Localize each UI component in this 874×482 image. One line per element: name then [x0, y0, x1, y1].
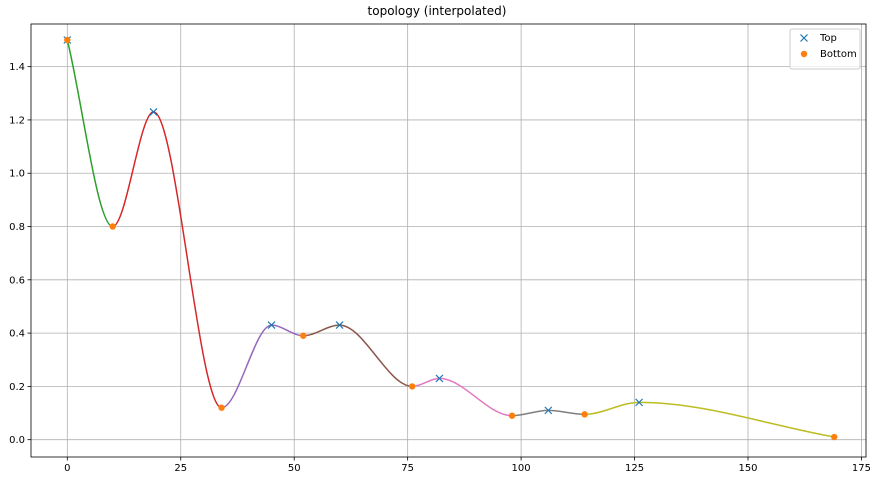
- y-tick-label: 0.6: [9, 275, 25, 286]
- bottom-marker: [218, 404, 225, 411]
- x-tick-label: 75: [401, 463, 414, 474]
- y-tick-label: 1.4: [9, 62, 25, 73]
- top-marker: [267, 321, 276, 330]
- bottom-marker: [64, 36, 71, 44]
- x-tick-label: 25: [174, 463, 187, 474]
- curve-segment: [412, 377, 513, 417]
- y-tick-label: 0.0: [9, 435, 25, 446]
- x-tick-label: 50: [288, 463, 301, 474]
- curve-segment: [303, 324, 413, 388]
- top-marker: [635, 398, 644, 407]
- y-tick-label: 0.2: [9, 382, 25, 393]
- grid-lines: [31, 24, 866, 457]
- y-tick-label: 0.4: [9, 329, 25, 340]
- x-tick-label: 175: [852, 463, 871, 474]
- top-marker: [335, 321, 344, 330]
- bottom-marker: [508, 412, 516, 419]
- legend-top-marker: [800, 34, 808, 42]
- tick-layer: 0 25 50 75 100 125 150 175 0.0 0.2 0.4 0.6 0.8 1.0 1.2…: [9, 62, 871, 474]
- bottom-marker: [831, 433, 838, 441]
- y-tick-label: 1.2: [9, 115, 25, 126]
- marker-layer: [63, 36, 838, 441]
- axes-frame: [30, 23, 867, 458]
- legend-bottom-label: Bottom: [820, 49, 857, 60]
- curve-segment: [112, 111, 222, 409]
- y-tick-label: 0.8: [9, 222, 25, 233]
- bottom-marker: [408, 383, 416, 390]
- legend-box: [789, 28, 861, 70]
- chart-title: topology (interpolated): [367, 4, 507, 18]
- x-tick-label: 150: [738, 463, 757, 474]
- top-marker: [435, 374, 444, 383]
- legend: Top Bottom: [789, 28, 861, 70]
- x-tick-label: 125: [625, 463, 644, 474]
- bottom-marker: [109, 223, 116, 230]
- x-tick-label: 100: [512, 463, 531, 474]
- legend-top-label: Top: [819, 33, 837, 44]
- bottom-marker: [300, 332, 307, 339]
- bottom-marker: [581, 411, 588, 418]
- curve-segment: [584, 401, 835, 438]
- top-marker: [544, 406, 553, 415]
- curve-segment: [221, 324, 304, 409]
- top-marker: [149, 108, 158, 116]
- x-tick-label: 0: [64, 463, 70, 474]
- y-tick-label: 1.0: [9, 169, 25, 180]
- interpolated-curve: [66, 39, 835, 438]
- curve-segment: [66, 39, 113, 228]
- legend-bottom-marker: [800, 50, 808, 58]
